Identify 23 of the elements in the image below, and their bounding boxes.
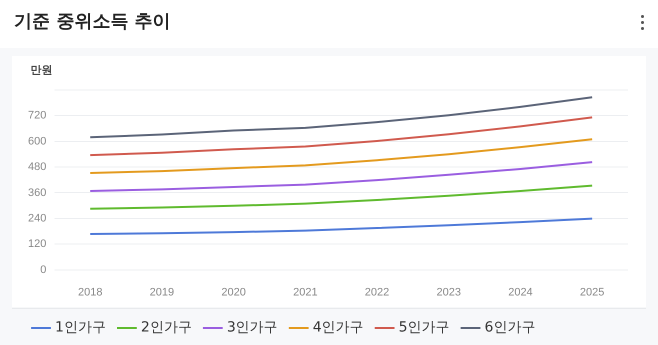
legend-label: 4인가구 bbox=[312, 320, 364, 336]
y-tick-label: 480 bbox=[28, 161, 46, 174]
x-tick-label: 2019 bbox=[150, 286, 174, 298]
y-axis-title: 만원 bbox=[30, 63, 52, 76]
x-tick-label: 2023 bbox=[436, 286, 461, 298]
legend-label: 2인가구 bbox=[140, 320, 192, 336]
y-tick-label: 240 bbox=[28, 212, 46, 224]
legend-label: 3인가구 bbox=[226, 320, 278, 336]
y-tick-label: 360 bbox=[28, 186, 46, 199]
legend-label: 6인가구 bbox=[484, 320, 536, 336]
legend-label: 5인가구 bbox=[398, 320, 450, 336]
x-tick-label: 2024 bbox=[508, 286, 533, 298]
x-tick-label: 2022 bbox=[364, 286, 390, 298]
chart-title: 기준 중위소득 추이 bbox=[14, 10, 171, 33]
y-tick-label: 600 bbox=[28, 135, 46, 148]
x-tick-label: 2018 bbox=[78, 286, 102, 298]
x-tick-label: 2025 bbox=[580, 286, 604, 298]
legend-label: 1인가구 bbox=[55, 320, 106, 336]
x-tick-label: 2021 bbox=[293, 286, 318, 298]
y-tick-label: 720 bbox=[28, 110, 46, 122]
y-tick-label: 0 bbox=[40, 264, 46, 276]
x-tick-label: 2020 bbox=[221, 286, 246, 298]
y-tick-label: 120 bbox=[28, 238, 46, 250]
